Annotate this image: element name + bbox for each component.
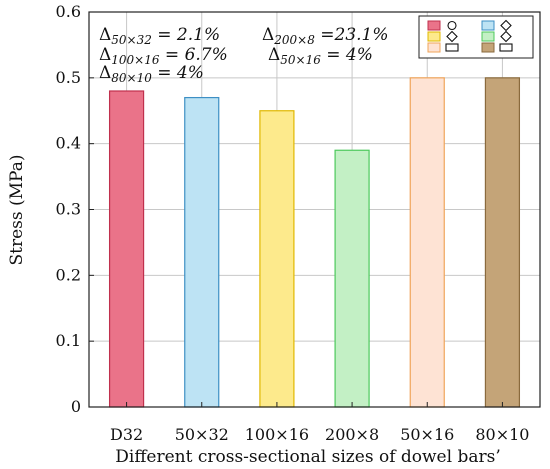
bar-2	[259, 110, 295, 408]
bar-0	[108, 90, 145, 408]
y-tick-label: 0	[71, 397, 81, 416]
diamond-icon	[500, 30, 512, 43]
x-tick-label: 200×8	[325, 425, 379, 444]
y-axis-label: Stress (MPa)	[7, 155, 27, 266]
bar-1	[184, 96, 220, 408]
legend	[418, 15, 534, 59]
diamond-icon	[500, 19, 512, 32]
legend-swatch-0	[427, 20, 441, 31]
x-tick-label: 50×32	[175, 425, 229, 444]
y-tick-label: 0.2	[56, 265, 81, 284]
annotation-4: Δ50×16 = 4%	[268, 45, 373, 67]
x-tick-label: 50×16	[400, 425, 454, 444]
x-tick-labels: D32 50×32 100×16 200×8 50×16 80×10	[110, 402, 529, 444]
annotations: Δ50×32 = 2.1%Δ100×16 = 6.7%Δ80×10 = 4% Δ2…	[99, 25, 389, 85]
annotation-0: Δ50×32 = 2.1%	[99, 25, 220, 47]
annotation-3: Δ200×8 =23.1%	[262, 25, 389, 47]
bar-5	[484, 77, 521, 408]
legend-swatch-1	[481, 20, 495, 31]
x-tick-label: 100×16	[245, 425, 309, 444]
bar-4	[409, 77, 445, 408]
annotation-2: Δ80×10 = 4%	[99, 63, 204, 85]
x-axis-label: Different cross-sectional sizes of dowel…	[115, 447, 500, 467]
y-tick-label: 0.1	[56, 331, 81, 350]
rectangle-icon	[445, 43, 459, 52]
y-tick-label: 0.5	[56, 68, 81, 87]
y-tick-label: 0.3	[56, 200, 81, 219]
circle-icon	[447, 20, 457, 31]
legend-swatch-3	[481, 31, 495, 42]
y-tick-label: 0.6	[56, 2, 81, 21]
diamond-icon	[446, 30, 458, 43]
legend-swatch-4	[427, 42, 441, 53]
annotation-1: Δ100×16 = 6.7%	[99, 45, 228, 67]
x-tick-label: D32	[110, 425, 143, 444]
legend-swatch-2	[427, 31, 441, 42]
y-tick-labels: 0 0.1 0.2 0.3 0.4 0.5 0.6	[56, 2, 94, 416]
legend-swatch-5	[481, 42, 495, 53]
bars	[108, 77, 521, 408]
bar-3	[334, 149, 370, 408]
x-tick-label: 80×10	[475, 425, 529, 444]
rectangle-icon	[499, 43, 513, 52]
y-tick-label: 0.4	[56, 134, 81, 153]
